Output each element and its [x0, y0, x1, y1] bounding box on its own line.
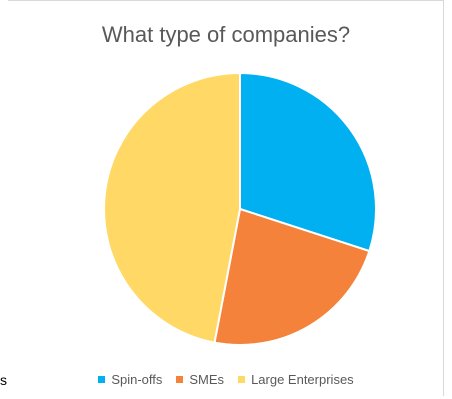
- chart-title: What type of companies?: [101, 22, 351, 47]
- legend-label-spin-offs: Spin-offs: [111, 372, 163, 387]
- legend-item-smes: SMEs: [176, 372, 224, 387]
- cropped-side-text: s: [0, 372, 7, 388]
- legend-swatch-smes: [176, 376, 184, 383]
- legend-label-large-enterprises: Large Enterprises: [251, 372, 354, 387]
- legend-swatch-large-enterprises: [238, 376, 246, 383]
- legend-swatch-spin-offs: [98, 376, 106, 383]
- pie-slice-spin-offs: [239, 71, 377, 253]
- pie-slice-smes: [213, 207, 371, 346]
- legend-item-spin-offs: Spin-offs: [98, 372, 162, 387]
- legend-item-large-enterprises: Large Enterprises: [238, 372, 354, 387]
- chart-legend: Spin-offs SMEs Large Enterprises: [0, 372, 452, 387]
- pie-slice-large-enterprises: [103, 71, 241, 344]
- legend-label-smes: SMEs: [189, 372, 225, 387]
